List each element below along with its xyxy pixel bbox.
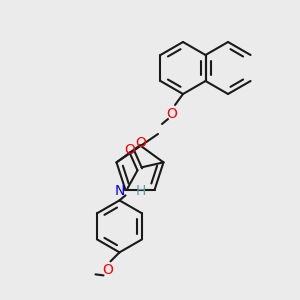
Text: O: O xyxy=(102,263,113,278)
Text: O: O xyxy=(124,143,135,158)
Text: H: H xyxy=(136,184,146,198)
Text: O: O xyxy=(136,136,146,150)
Text: N: N xyxy=(115,184,125,198)
Text: O: O xyxy=(167,107,177,121)
